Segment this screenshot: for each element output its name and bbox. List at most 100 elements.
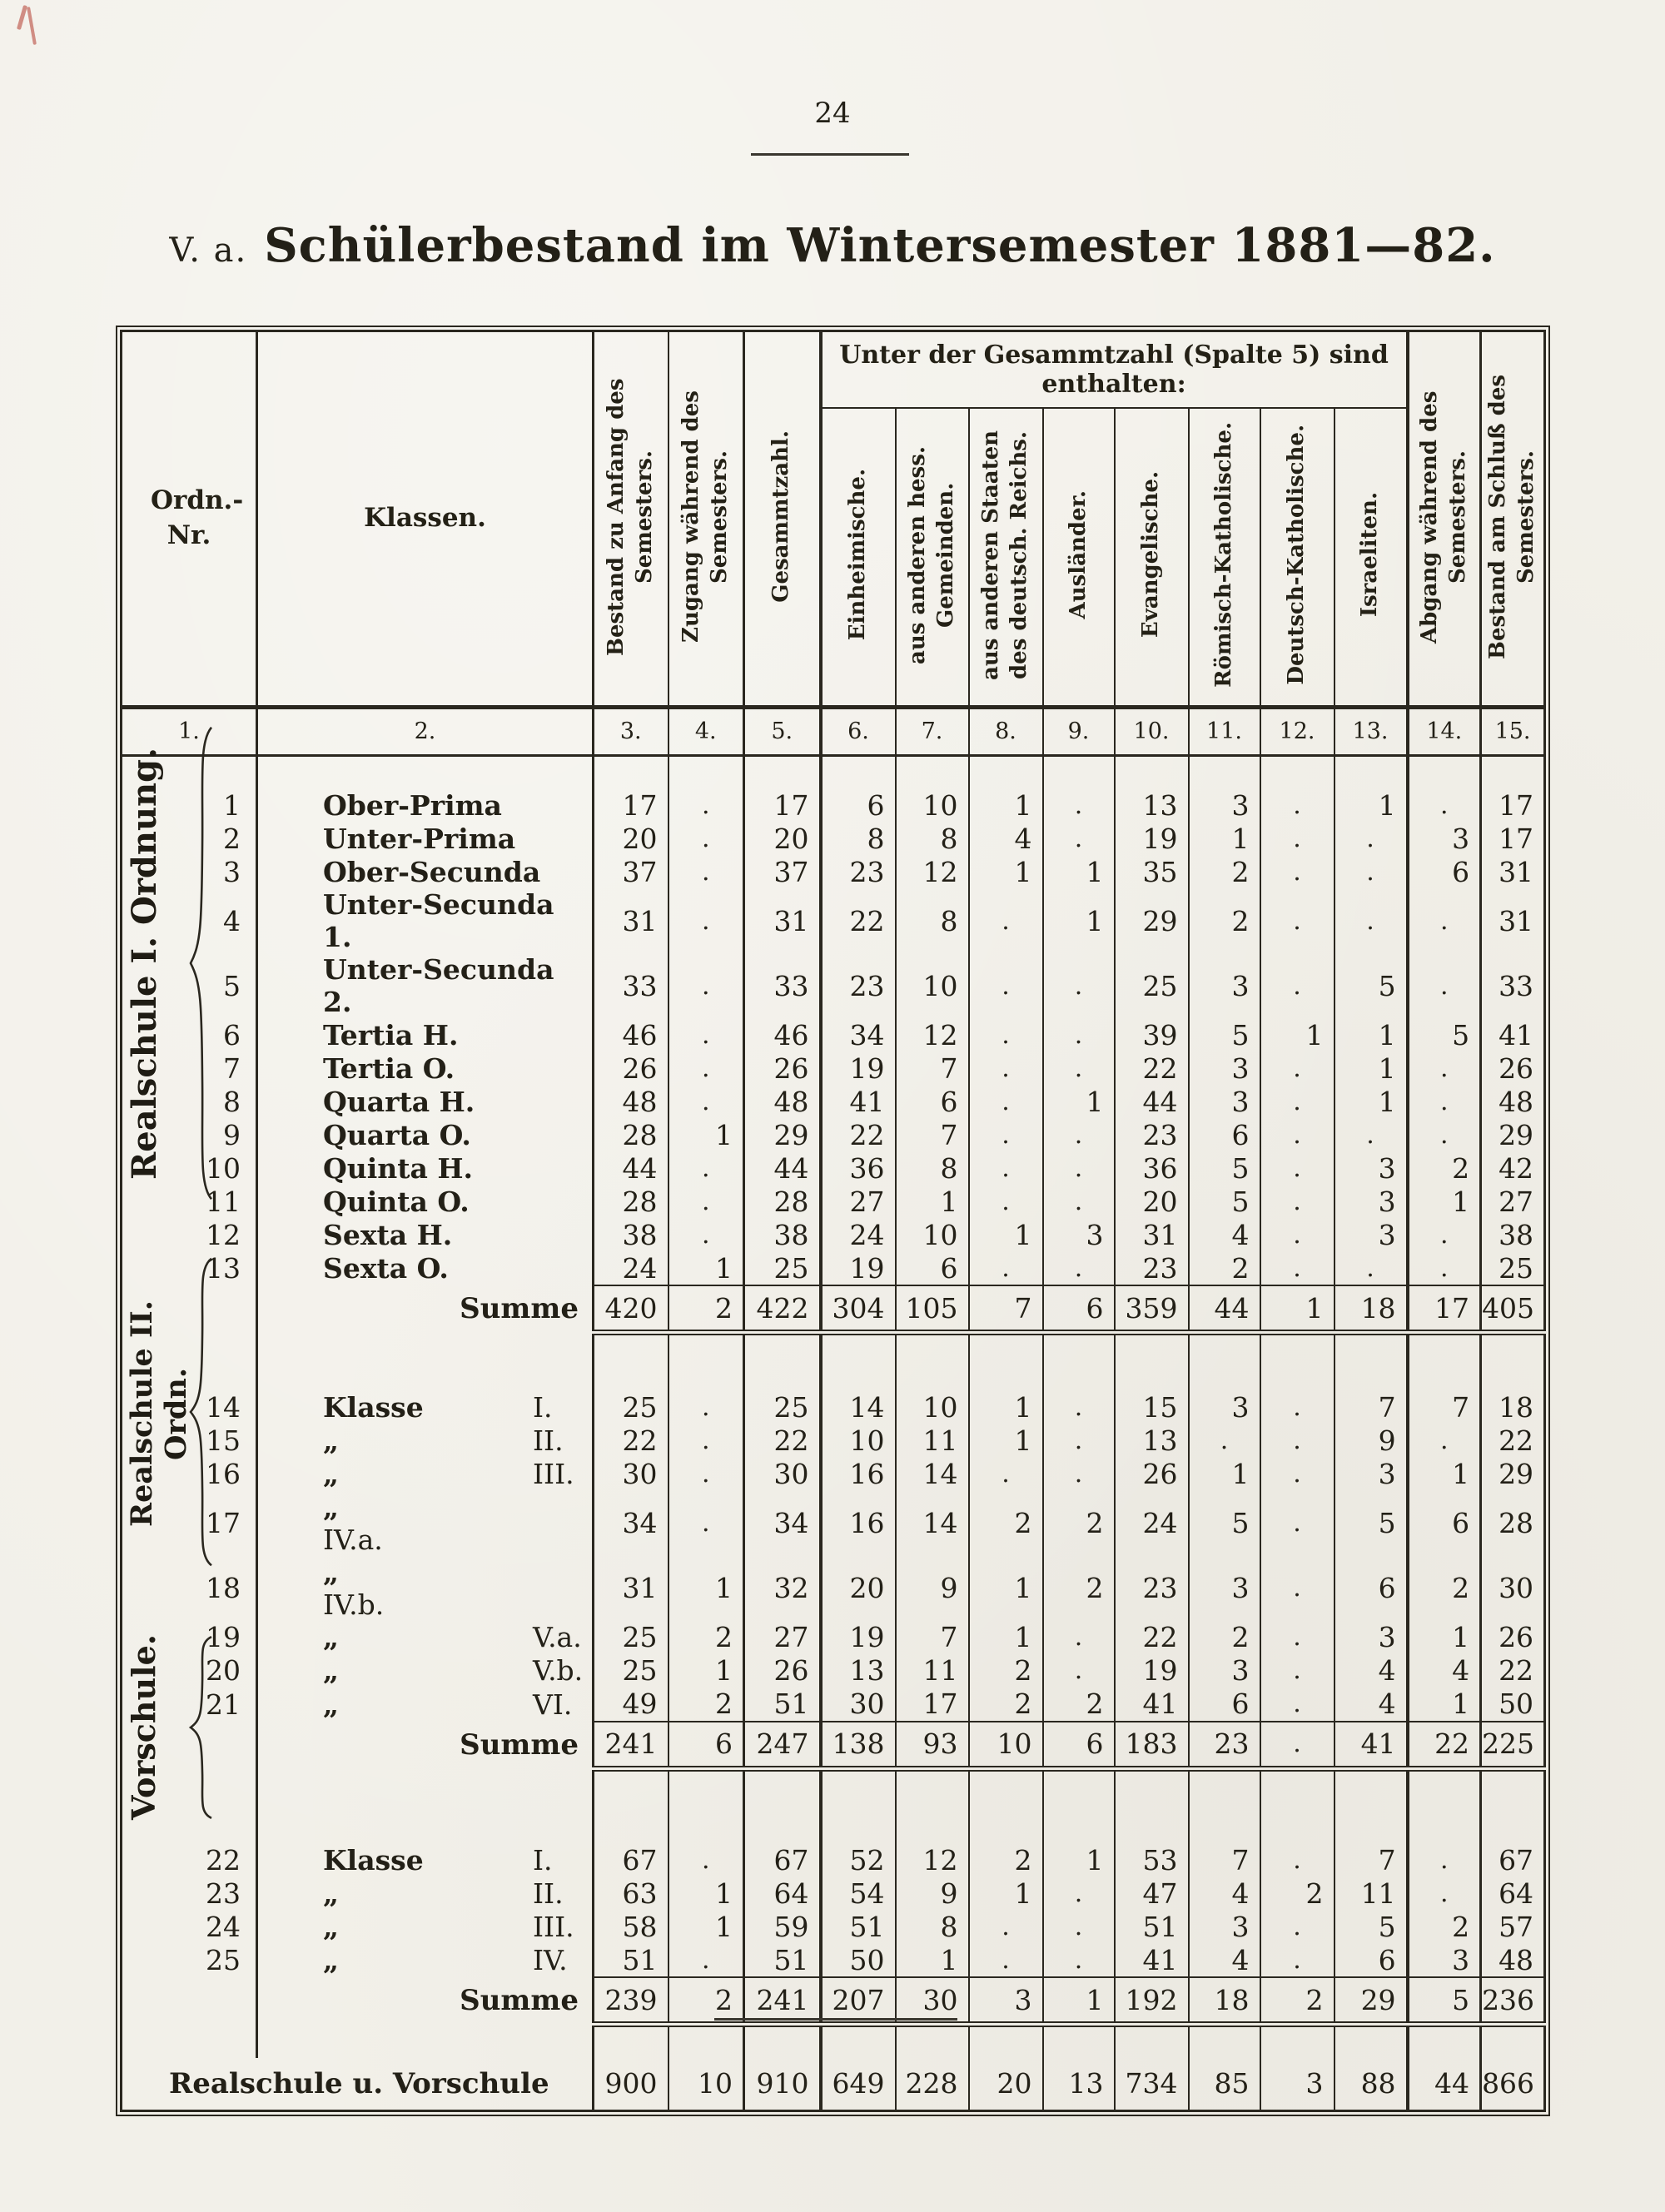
value-cell: 20 <box>592 822 668 855</box>
schuelerbestand-table: Ordn.- Nr. Klassen. Bestand zu Anfang de… <box>115 326 1551 2116</box>
value-cell: . <box>1405 1085 1481 1118</box>
value-cell: 19 <box>818 1251 896 1285</box>
value-cell: 22 <box>1479 1424 1545 1458</box>
value-cell: 3 <box>1405 1943 1481 1977</box>
value-cell: 17 <box>592 788 668 822</box>
value-cell: 1 <box>1187 1457 1260 1491</box>
col-header-bestand-anfang: Bestand zu Anfang des Semesters. <box>592 331 668 707</box>
value-cell: 2 <box>967 1653 1043 1688</box>
value-cell: 1 <box>667 1910 744 1943</box>
value-cell: 1 <box>967 1218 1043 1251</box>
value-cell: 29 <box>1479 1457 1545 1491</box>
value-cell: . <box>1259 1843 1334 1876</box>
row-number-cell: 4 <box>223 904 241 937</box>
value-cell: 236 <box>1479 1976 1545 2027</box>
value-cell: 23 <box>1113 1555 1189 1621</box>
value-cell: . <box>1405 1843 1481 1876</box>
value-cell: 5 <box>1333 1490 1408 1556</box>
value-cell: 53 <box>1113 1843 1189 1876</box>
value-cell: 239 <box>592 1976 668 2027</box>
table-row: 19 „ V.a. 25 2 27 19 7 1. 22 2. 3 1 26 <box>122 1620 1545 1654</box>
value-cell: 17 <box>894 1687 969 1722</box>
value-cell: . <box>1405 888 1481 953</box>
value-cell: 93 <box>894 1720 969 1772</box>
value-cell: 7 <box>894 1620 969 1654</box>
value-cell: 2 <box>1187 888 1260 953</box>
column-number: 10. <box>1113 704 1189 757</box>
value-cell: 22 <box>1479 1653 1545 1688</box>
value-cell: . <box>967 1185 1043 1218</box>
value-cell: 11 <box>894 1653 969 1688</box>
value-cell: . <box>1405 1251 1481 1285</box>
value-cell: . <box>667 953 744 1018</box>
value-cell: 1 <box>967 1620 1043 1654</box>
value-cell: 25 <box>1113 953 1189 1018</box>
value-cell: 3 <box>1041 1218 1115 1251</box>
value-cell: 422 <box>743 1285 821 1335</box>
value-cell: 2 <box>1041 1555 1115 1621</box>
value-cell: 17 <box>1405 1285 1481 1335</box>
value-cell: 31 <box>592 888 668 953</box>
value-cell: 2 <box>1405 1555 1481 1621</box>
value-cell: 6 <box>894 1251 969 1285</box>
value-cell: 138 <box>818 1720 896 1772</box>
value-cell: . <box>1041 1620 1115 1654</box>
klasse-cell: Quinta H. <box>256 1151 594 1185</box>
value-cell: 13 <box>1113 788 1189 822</box>
value-cell: . <box>1259 1390 1334 1424</box>
klasse-cell: Ober-Secunda <box>256 855 594 888</box>
value-cell: 31 <box>1113 1218 1189 1251</box>
value-cell: 3 <box>1333 1218 1408 1251</box>
value-cell: . <box>1259 1620 1334 1654</box>
value-cell: 13 <box>1113 1424 1189 1458</box>
value-cell: . <box>1333 822 1408 855</box>
value-cell: 5 <box>1187 1018 1260 1051</box>
value-cell: 1 <box>1041 1085 1115 1118</box>
column-number: 9. <box>1041 704 1115 757</box>
value-cell: 38 <box>1479 1218 1545 1251</box>
column-number: 1. <box>121 704 257 757</box>
value-cell: 1 <box>1333 788 1408 822</box>
value-cell: 67 <box>743 1843 821 1876</box>
value-cell: 35 <box>1113 855 1189 888</box>
value-cell: 1 <box>1041 888 1115 953</box>
column-number: 5. <box>743 704 821 757</box>
row-number-cell: 18 <box>206 1572 241 1604</box>
value-cell: 28 <box>592 1185 668 1218</box>
table-body: 1 Ober-Prima 17. 17 6 10 1. 13 3. 1. 17 2 Unter-Prim… <box>122 755 1545 2110</box>
klasse-cell: „ V.b. <box>256 1653 594 1688</box>
row-number-cell: 1 <box>223 788 241 822</box>
spacer-row <box>122 1768 1545 1843</box>
value-cell: 67 <box>1479 1843 1545 1876</box>
value-cell: 1 <box>894 1943 969 1977</box>
summe-label: Summe <box>256 1285 594 1333</box>
value-cell: 3 <box>1187 1085 1260 1118</box>
value-cell: . <box>967 953 1043 1018</box>
value-cell: 4 <box>967 822 1043 855</box>
section-brace <box>186 1255 216 1568</box>
value-cell: . <box>1259 1457 1334 1491</box>
value-cell: 8 <box>818 822 896 855</box>
value-cell: . <box>967 1118 1043 1151</box>
value-cell: . <box>1041 1653 1115 1688</box>
value-cell: 1 <box>1259 1018 1334 1051</box>
value-cell: . <box>1259 953 1334 1018</box>
value-cell: 11 <box>894 1424 969 1458</box>
total-row: Realschule u. Vorschule 900 10 910 649 228 20 1… <box>122 2057 1545 2110</box>
value-cell: 23 <box>818 953 896 1018</box>
value-cell: . <box>667 1151 744 1185</box>
klasse-cell: „ V.a. <box>256 1620 594 1654</box>
value-cell: 27 <box>1479 1185 1545 1218</box>
value-cell: 41 <box>1113 1943 1189 1977</box>
header-row-sub: Einheimische. aus anderen hess. Gemeinde… <box>122 407 1545 707</box>
value-cell: 2 <box>1187 1620 1260 1654</box>
value-cell: 4 <box>1187 1876 1260 1910</box>
summe-row: Summe 420 2 422 304 105 7 6 359 44 1 18 17 405 <box>122 1285 1545 1335</box>
value-cell: 3 <box>967 1976 1043 2027</box>
value-cell: 64 <box>1479 1876 1545 1910</box>
row-number-cell: 16 <box>206 1458 241 1490</box>
value-cell: 44 <box>1187 1285 1260 1335</box>
value-cell: 26 <box>1479 1620 1545 1654</box>
value-cell: 1 <box>967 1390 1043 1424</box>
value-cell: 8 <box>894 888 969 953</box>
